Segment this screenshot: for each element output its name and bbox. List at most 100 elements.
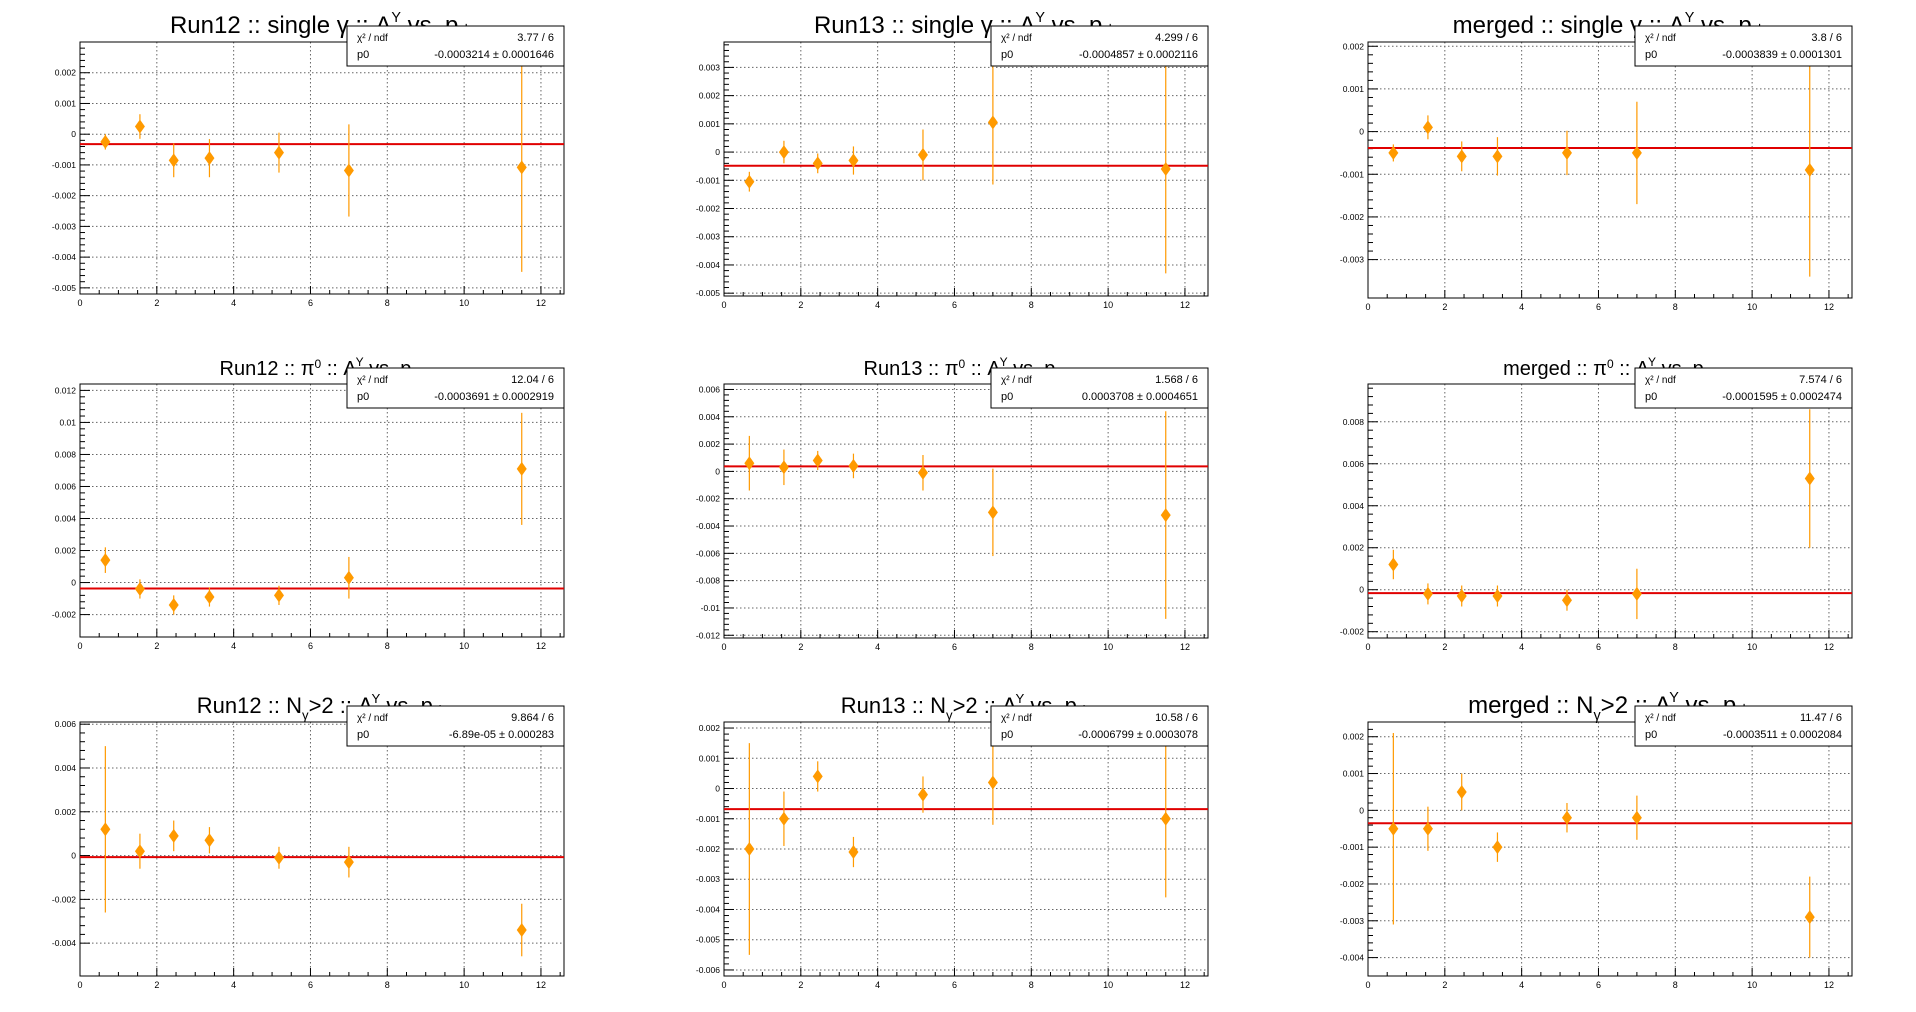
y-tick-label: 0.003: [699, 62, 721, 72]
data-point: [1631, 810, 1642, 825]
data-point: [987, 775, 998, 790]
data-point: [1561, 810, 1572, 825]
data-point: [343, 570, 354, 585]
data-point: [100, 553, 111, 568]
data-point: [168, 828, 179, 843]
data-point: [516, 461, 527, 476]
x-tick-label: 10: [459, 980, 469, 990]
y-tick-label: 0.01: [59, 417, 76, 427]
data-point: [134, 119, 145, 134]
stat-p0-value: 0.0003708 ± 0.0004651: [1082, 391, 1198, 403]
x-tick-label: 8: [1673, 642, 1678, 652]
data-point: [343, 855, 354, 870]
data-point: [812, 156, 823, 171]
stat-chi2-label: χ² / ndf: [1001, 713, 1032, 724]
y-tick-label: 0.002: [699, 91, 721, 101]
y-tick-label: 0.002: [699, 439, 721, 449]
data-point: [204, 589, 215, 604]
x-tick-label: 2: [154, 641, 159, 651]
x-tick-label: 8: [1029, 980, 1034, 990]
y-tick-label: -0.01: [701, 603, 721, 613]
stat-chi2-value: 12.04 / 6: [511, 374, 554, 386]
x-tick-label: 0: [1365, 642, 1370, 652]
x-tick-label: 6: [308, 980, 313, 990]
data-point: [273, 850, 284, 865]
data-point: [812, 453, 823, 468]
title-main: Run13 :: π: [864, 358, 959, 380]
data-point: [778, 145, 789, 160]
data-point: [1492, 149, 1503, 164]
x-tick-label: 8: [1029, 300, 1034, 310]
y-tick-label: 0.001: [1343, 84, 1365, 94]
x-tick-label: 8: [1029, 642, 1034, 652]
y-tick-label: -0.002: [52, 894, 76, 904]
y-tick-label: 0.002: [55, 807, 77, 817]
stat-chi2-label: χ² / ndf: [357, 713, 388, 724]
stat-box: [990, 705, 1209, 747]
y-tick-label: 0: [715, 466, 720, 476]
y-tick-label: -0.012: [696, 630, 720, 640]
plot-panel: 0 2 4 6 8 10 12 -0.005 -0.004 -0.003 -0.002 -0.001 0…: [696, 10, 1209, 310]
data-point: [1388, 557, 1399, 572]
y-tick-label: 0.001: [699, 119, 721, 129]
title-main: Run12 :: π: [220, 358, 315, 380]
stat-p0-label: p0: [1001, 49, 1013, 61]
y-tick-label: 0: [1359, 805, 1364, 815]
stat-p0-label: p0: [357, 49, 369, 61]
stat-chi2-label: χ² / ndf: [1001, 33, 1032, 44]
y-tick-label: -0.002: [1340, 879, 1364, 889]
data-point: [273, 588, 284, 603]
y-tick-label: 0.002: [55, 68, 77, 78]
data-point: [1804, 910, 1815, 925]
stat-chi2-label: χ² / ndf: [1001, 375, 1032, 386]
x-tick-label: 0: [1365, 302, 1370, 312]
x-tick-label: 12: [1180, 980, 1190, 990]
data-point: [1804, 163, 1815, 177]
stat-p0-value: -0.0003691 ± 0.0002919: [434, 391, 554, 403]
y-tick-label: -0.004: [52, 938, 76, 948]
data-point: [100, 134, 111, 149]
x-tick-label: 2: [798, 980, 803, 990]
y-tick-label: 0.001: [55, 98, 77, 108]
x-tick-label: 2: [1442, 642, 1447, 652]
data-point: [744, 456, 755, 471]
x-tick-label: 6: [952, 300, 957, 310]
y-tick-label: -0.003: [1340, 255, 1364, 265]
y-tick-label: 0: [71, 129, 76, 139]
y-tick-label: -0.002: [696, 844, 720, 854]
stat-box: [1634, 367, 1853, 409]
y-tick-label: 0.002: [1343, 41, 1365, 51]
x-tick-label: 10: [1103, 642, 1113, 652]
data-point: [1422, 586, 1433, 601]
data-point: [1561, 145, 1572, 160]
title-main: Run13 :: N: [841, 693, 946, 718]
data-point: [273, 145, 284, 160]
data-point: [812, 769, 823, 784]
x-tick-label: 12: [536, 980, 546, 990]
stat-chi2-label: χ² / ndf: [357, 33, 388, 44]
y-tick-label: -0.002: [1340, 212, 1364, 222]
data-point: [1492, 840, 1503, 855]
title-subscript: γ: [946, 708, 953, 723]
x-tick-label: 12: [1824, 642, 1834, 652]
data-point: [987, 115, 998, 130]
data-point: [1492, 589, 1503, 604]
title-superscript: 0: [315, 357, 322, 371]
y-tick-label: 0: [715, 147, 720, 157]
stat-p0-value: -6.89e-05 ± 0.000283: [449, 729, 554, 741]
stat-box: [346, 367, 565, 409]
y-tick-label: -0.001: [1340, 842, 1364, 852]
y-tick-label: -0.001: [696, 175, 720, 185]
title-main: Run12 :: N: [197, 693, 302, 718]
x-tick-label: 4: [1519, 980, 1524, 990]
title-superscript: Y: [356, 355, 364, 369]
stat-chi2-label: χ² / ndf: [1645, 33, 1676, 44]
y-tick-label: -0.001: [52, 160, 76, 170]
stat-chi2-label: χ² / ndf: [1645, 713, 1676, 724]
plot-frame: [723, 41, 1209, 297]
y-tick-label: -0.002: [696, 494, 720, 504]
data-point: [1456, 784, 1467, 799]
y-tick-label: 0.002: [1343, 732, 1365, 742]
x-tick-label: 12: [1180, 300, 1190, 310]
y-tick-label: -0.001: [696, 814, 720, 824]
